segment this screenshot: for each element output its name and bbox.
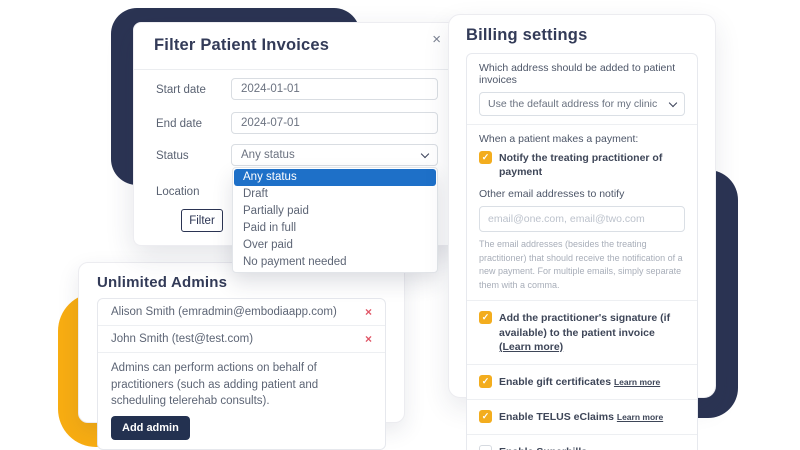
end-date-label: End date — [156, 118, 203, 130]
signature-toggle-label: Add the practitioner's signature (if ava… — [499, 312, 671, 353]
checkbox-checked-icon[interactable] — [479, 410, 492, 424]
gift-certificates-label: Enable gift certificates Learn more — [499, 375, 661, 388]
billing-settings-title: Billing settings — [466, 26, 588, 44]
payment-heading: When a patient makes a payment: — [479, 133, 639, 145]
telus-learn-more-link[interactable]: Learn more — [616, 412, 664, 423]
end-date-input[interactable] — [231, 112, 438, 134]
status-dropdown-panel: Any status Draft Partially paid Paid in … — [232, 167, 438, 273]
payment-notification-section: When a patient makes a payment: Notify t… — [467, 124, 697, 300]
admin-name: Alison Smith (emradmin@embodiaapp.com) — [111, 306, 337, 318]
checkbox-checked-icon[interactable] — [479, 374, 492, 388]
location-label: Location — [156, 186, 200, 198]
signature-learn-more-link[interactable]: (Learn more) — [499, 340, 564, 353]
superbills-label: Enable Superbills — [499, 445, 587, 450]
filter-button[interactable]: Filter — [181, 209, 223, 232]
other-emails-label: Other email addresses to notify — [479, 188, 625, 201]
gift-certificates-section: Enable gift certificates Learn more — [467, 363, 697, 399]
start-date-input[interactable] — [231, 78, 438, 100]
close-icon[interactable]: × — [432, 31, 441, 48]
telus-eclaims-label: Enable TELUS eClaims Learn more — [499, 411, 664, 424]
checkbox-checked-icon[interactable] — [479, 311, 492, 325]
signature-toggle-section: Add the practitioner's signature (if ava… — [467, 300, 697, 364]
admin-list-item: John Smith (test@test.com) × — [98, 325, 385, 352]
status-select[interactable]: Any status — [231, 144, 438, 166]
status-select-value: Any status — [241, 149, 295, 161]
notify-practitioner-label: Notify the treating practitioner of paym… — [499, 152, 663, 179]
superbills-section: Enable Superbills — [467, 434, 697, 450]
chevron-down-icon — [420, 149, 430, 158]
unlimited-admins-card: Unlimited Admins Alison Smith (emradmin@… — [78, 262, 405, 450]
admins-card-title: Unlimited Admins — [97, 274, 228, 291]
modal-title: Filter Patient Invoices — [154, 36, 330, 54]
admins-description: Admins can perform actions on behalf of … — [111, 362, 319, 408]
add-admin-button[interactable]: Add admin — [111, 416, 190, 441]
billing-settings-card: Billing settings Which address should be… — [448, 14, 716, 450]
start-date-label: Start date — [156, 84, 206, 96]
invoice-address-label: Which address should be added to patient… — [479, 62, 676, 86]
checkbox-checked-icon[interactable] — [479, 151, 492, 164]
admins-list: Alison Smith (emradmin@embodiaapp.com) ×… — [97, 298, 386, 450]
dropdown-option-partially-paid[interactable]: Partially paid — [243, 205, 309, 217]
dropdown-option-no-payment-needed[interactable]: No payment needed — [243, 256, 347, 268]
status-label: Status — [156, 150, 189, 162]
modal-title-divider — [134, 69, 457, 70]
telus-eclaims-section: Enable TELUS eClaims Learn more — [467, 399, 697, 434]
gift-learn-more-link[interactable]: Learn more — [613, 376, 661, 387]
dropdown-option-draft[interactable]: Draft — [243, 188, 268, 200]
chevron-down-icon — [668, 98, 678, 107]
invoice-address-section: Which address should be added to patient… — [467, 54, 697, 124]
remove-admin-icon[interactable]: × — [364, 305, 372, 319]
dropdown-option-over-paid[interactable]: Over paid — [243, 239, 293, 251]
admins-description-section: Admins can perform actions on behalf of … — [98, 352, 385, 449]
admin-name: John Smith (test@test.com) — [111, 333, 254, 345]
checkbox-unchecked-icon[interactable] — [479, 445, 492, 450]
dropdown-option-any-status[interactable]: Any status — [234, 169, 436, 186]
other-emails-input[interactable] — [479, 206, 685, 233]
notify-practitioner-row: Notify the treating practitioner of paym… — [479, 151, 685, 179]
invoice-address-select-value: Use the default address for my clinic — [488, 98, 658, 110]
invoice-address-select[interactable]: Use the default address for my clinic — [479, 92, 685, 116]
dropdown-option-paid-in-full[interactable]: Paid in full — [243, 222, 297, 234]
remove-admin-icon[interactable]: × — [364, 332, 372, 346]
admin-list-item: Alison Smith (emradmin@embodiaapp.com) × — [98, 299, 385, 325]
billing-settings-box: Which address should be added to patient… — [466, 53, 698, 450]
other-emails-help-text: The email addresses (besides the treatin… — [479, 239, 683, 290]
filter-patient-invoices-modal: Filter Patient Invoices × Start date End… — [133, 22, 458, 273]
